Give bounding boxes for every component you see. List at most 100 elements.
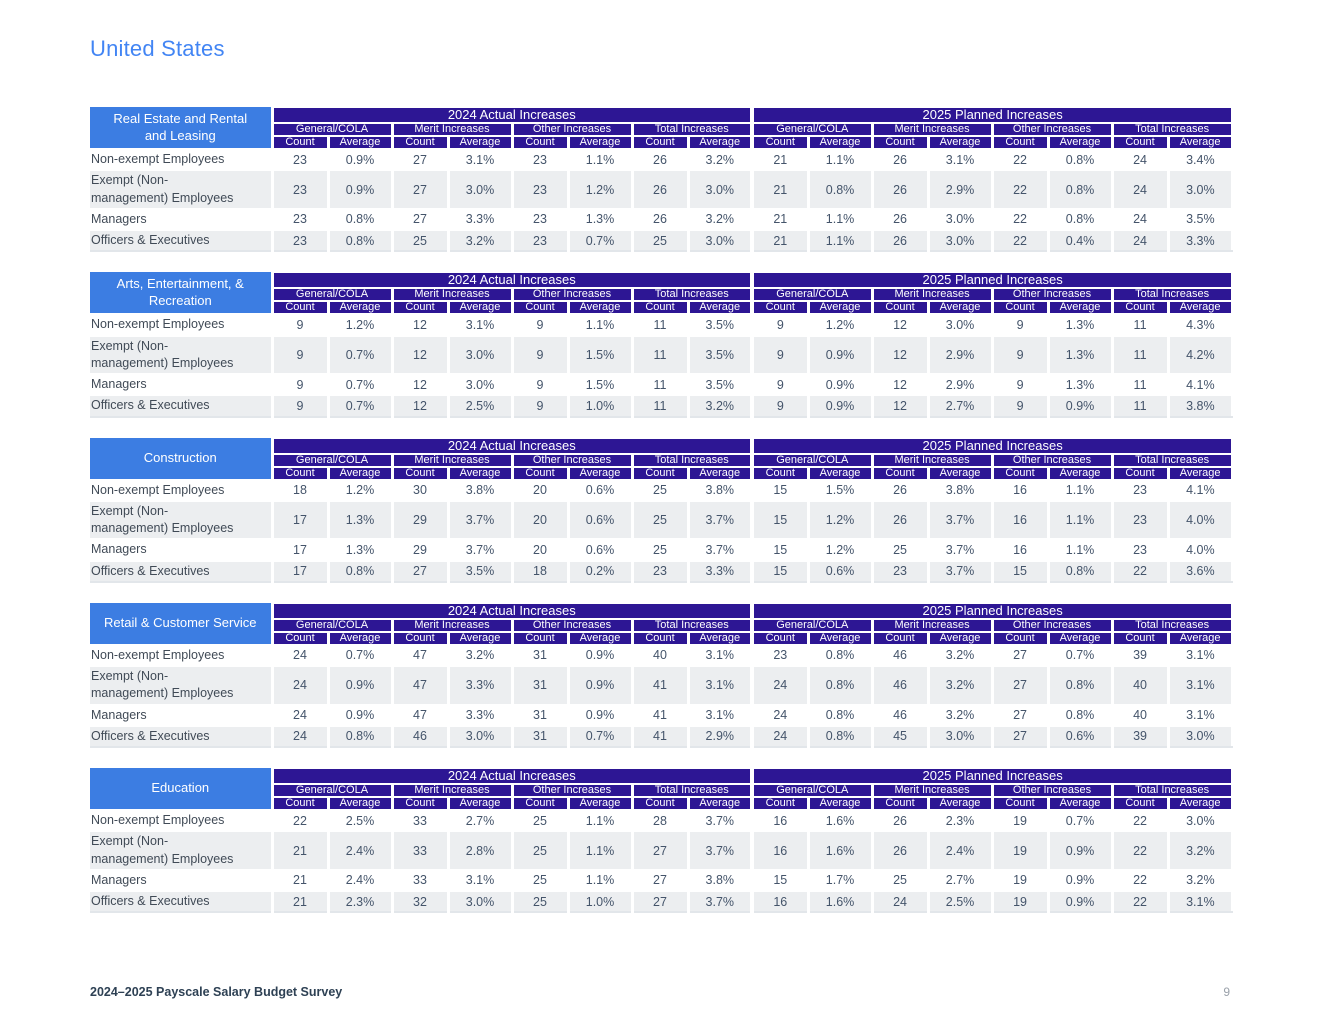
year-2024-group-header: 2024 Actual Increases bbox=[270, 436, 754, 455]
metric-header: Average bbox=[1046, 796, 1114, 811]
value-cell: 33 bbox=[390, 830, 449, 871]
value-cell: 1.2% bbox=[566, 169, 633, 210]
metric-header: Average bbox=[566, 796, 634, 811]
value-cell: 0.9% bbox=[566, 643, 633, 668]
subgroup-header: Total Increases bbox=[630, 287, 754, 303]
value-cell: 20 bbox=[510, 499, 569, 541]
metric-header: Average bbox=[1166, 300, 1234, 316]
row-label: Non-exempt Employees bbox=[90, 313, 273, 337]
metric-header: Average bbox=[1046, 135, 1114, 150]
metric-header: Average bbox=[806, 135, 874, 150]
metric-header: Average bbox=[806, 796, 874, 811]
industry-header: Education bbox=[90, 768, 274, 810]
value-cell: 2.3% bbox=[326, 889, 393, 914]
value-cell: 25 bbox=[630, 538, 689, 562]
value-cell: 0.8% bbox=[806, 724, 874, 749]
value-cell: 21 bbox=[270, 868, 329, 893]
year-2025-group-header: 2025 Planned Increases bbox=[750, 601, 1234, 620]
metric-header: Average bbox=[926, 796, 994, 811]
value-cell: 46 bbox=[870, 703, 930, 727]
subgroup-header: Merit Increases bbox=[870, 287, 994, 303]
value-cell: 46 bbox=[870, 665, 930, 706]
row-label: Officers & Executives bbox=[90, 559, 273, 583]
value-cell: 23 bbox=[510, 147, 569, 172]
value-cell: 27 bbox=[990, 703, 1050, 727]
metric-header: Average bbox=[686, 465, 754, 481]
year-2025-group-header: 2025 Planned Increases bbox=[750, 271, 1234, 290]
salary-table-construction: Construction 2024 Actual Increases 2025 Pl… bbox=[90, 436, 1234, 583]
value-cell: 9 bbox=[990, 313, 1050, 337]
value-cell: 47 bbox=[390, 665, 449, 706]
value-cell: 9 bbox=[270, 372, 329, 397]
metric-header: Count bbox=[390, 135, 450, 150]
salary-table-retail-customer-service: Retail & Customer Service 2024 Actual Inc… bbox=[90, 601, 1234, 749]
metric-header: Count bbox=[390, 300, 450, 316]
subgroup-header: Total Increases bbox=[1110, 617, 1234, 633]
value-cell: 19 bbox=[990, 808, 1050, 833]
metric-header: Count bbox=[1110, 465, 1170, 481]
value-cell: 2.9% bbox=[926, 334, 994, 375]
value-cell: 2.5% bbox=[326, 808, 393, 833]
value-cell: 3.2% bbox=[446, 643, 513, 668]
value-cell: 0.8% bbox=[1046, 559, 1114, 583]
metric-header: Average bbox=[926, 630, 994, 646]
value-cell: 33 bbox=[390, 808, 449, 833]
value-cell: 0.7% bbox=[1046, 643, 1114, 668]
value-cell: 19 bbox=[990, 868, 1050, 893]
value-cell: 1.0% bbox=[566, 889, 633, 914]
value-cell: 3.0% bbox=[446, 889, 513, 914]
metric-header: Average bbox=[686, 630, 754, 646]
value-cell: 2.9% bbox=[926, 169, 994, 210]
value-cell: 0.8% bbox=[326, 559, 393, 583]
metric-header: Count bbox=[990, 300, 1050, 316]
value-cell: 40 bbox=[630, 643, 689, 668]
value-cell: 16 bbox=[990, 478, 1050, 502]
subgroup-header: Merit Increases bbox=[390, 122, 514, 137]
value-cell: 1.2% bbox=[326, 313, 393, 337]
value-cell: 25 bbox=[870, 538, 930, 562]
value-cell: 40 bbox=[1110, 665, 1170, 706]
value-cell: 16 bbox=[990, 499, 1050, 541]
value-cell: 3.7% bbox=[926, 499, 994, 541]
value-cell: 24 bbox=[1110, 169, 1170, 210]
value-cell: 41 bbox=[630, 703, 689, 727]
value-cell: 0.6% bbox=[566, 478, 633, 502]
value-cell: 3.7% bbox=[446, 499, 513, 541]
value-cell: 0.6% bbox=[566, 499, 633, 541]
value-cell: 16 bbox=[750, 830, 810, 871]
value-cell: 3.0% bbox=[446, 169, 513, 210]
value-cell: 31 bbox=[510, 724, 569, 749]
subgroup-header: Merit Increases bbox=[870, 783, 994, 798]
value-cell: 1.7% bbox=[806, 868, 874, 893]
metric-header: Count bbox=[510, 796, 570, 811]
value-cell: 12 bbox=[390, 372, 449, 397]
value-cell: 24 bbox=[270, 703, 329, 727]
value-cell: 26 bbox=[870, 169, 930, 210]
subgroup-header: Total Increases bbox=[1110, 783, 1234, 798]
metric-header: Count bbox=[270, 300, 330, 316]
value-cell: 23 bbox=[1110, 499, 1170, 541]
value-cell: 9 bbox=[510, 334, 569, 375]
value-cell: 2.7% bbox=[926, 868, 994, 893]
value-cell: 11 bbox=[1110, 313, 1170, 337]
value-cell: 3.1% bbox=[686, 703, 754, 727]
value-cell: 23 bbox=[270, 207, 329, 232]
value-cell: 3.0% bbox=[1166, 724, 1234, 749]
metric-header: Count bbox=[750, 135, 810, 150]
value-cell: 3.1% bbox=[686, 665, 754, 706]
value-cell: 0.9% bbox=[566, 665, 633, 706]
value-cell: 1.3% bbox=[326, 538, 393, 562]
metric-header: Average bbox=[1166, 630, 1234, 646]
value-cell: 22 bbox=[1110, 889, 1170, 914]
metric-header: Count bbox=[750, 300, 810, 316]
subgroup-header: Merit Increases bbox=[390, 287, 514, 303]
subgroup-header: Other Increases bbox=[990, 122, 1114, 137]
value-cell: 0.7% bbox=[566, 724, 633, 749]
value-cell: 3.5% bbox=[1166, 207, 1234, 232]
value-cell: 27 bbox=[390, 147, 449, 172]
value-cell: 1.1% bbox=[1046, 478, 1114, 502]
value-cell: 3.5% bbox=[686, 313, 754, 337]
metric-header: Average bbox=[446, 796, 514, 811]
value-cell: 24 bbox=[750, 665, 810, 706]
value-cell: 0.7% bbox=[326, 643, 393, 668]
